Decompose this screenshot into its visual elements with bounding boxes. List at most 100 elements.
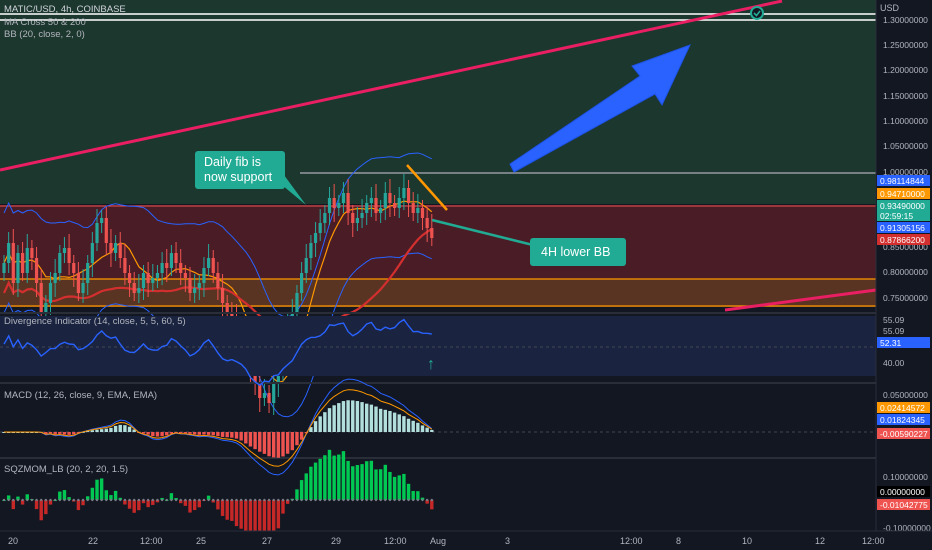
indicator-ma-cross[interactable]: MA Cross 50 & 200 [4, 17, 86, 28]
macd-bar [337, 403, 341, 432]
candle-body [202, 268, 206, 283]
candle-body [379, 208, 383, 213]
sqzmom-dot [295, 498, 299, 502]
price-badge [877, 188, 930, 199]
time-axis[interactable] [0, 531, 932, 550]
macd-title[interactable]: MACD (12, 26, close, 9, EMA, EMA) [4, 390, 157, 401]
sqzmom-bar [267, 500, 271, 545]
sqzmom-dot [58, 498, 61, 502]
sqzmom-dot [365, 498, 368, 502]
sqzmom-dot [105, 498, 108, 502]
sqzmom-dot [384, 498, 387, 502]
sqzmom-bar [346, 460, 350, 500]
sqzmom-title[interactable]: SQZMOM_LB (20, 2, 20, 1.5) [4, 464, 128, 475]
candle-body [146, 273, 150, 283]
candle-body [258, 383, 262, 398]
candle-body [183, 273, 187, 278]
sqzmom-bar [90, 487, 95, 500]
divergence-badge [877, 337, 930, 348]
sqzmom-dot [137, 498, 141, 502]
candle-body [86, 263, 90, 283]
sqzmom-bar [6, 495, 11, 500]
candle-body [67, 248, 71, 263]
macd-bar [313, 421, 318, 432]
sqzmom-dot [398, 498, 401, 502]
sqzmom-bar [146, 500, 150, 508]
price-tick-label: 1.25000000 [883, 40, 928, 50]
macd-bar [141, 432, 146, 434]
sqzmom-dot [151, 498, 154, 502]
upper-trendline [0, 0, 783, 172]
candle-body [193, 288, 197, 293]
macd-bar [304, 432, 308, 434]
macd-bar [406, 418, 411, 432]
sqzmom-bar [313, 462, 318, 500]
macd-bar [397, 414, 401, 432]
sqzmom-dot [170, 498, 173, 502]
macd-bar [369, 404, 374, 432]
sqzmom-bar [262, 500, 267, 542]
candle-body [304, 258, 308, 273]
sqzmom-bar [113, 490, 118, 500]
candle-body [58, 253, 62, 273]
candle-body [169, 253, 173, 268]
macd-bar [220, 432, 225, 437]
candle-body [100, 218, 104, 223]
divergence-tick: 40.00 [883, 358, 905, 368]
fib-note-box [195, 151, 285, 189]
sqzmom-bar [179, 500, 183, 504]
sqzmom-dot [286, 498, 289, 502]
sqzmom-dot [91, 498, 94, 502]
macd-bar [332, 405, 336, 432]
sqzmom-dot [425, 498, 429, 502]
sqzmom-dot [81, 498, 85, 502]
sqzmom-dot [72, 498, 75, 502]
price-tick-label: 1.00000000 [883, 167, 928, 177]
macd-bar [262, 432, 267, 454]
candle-body [11, 243, 15, 283]
candle-body [393, 203, 397, 208]
sqzmom-badge-label: 0.00000000 [880, 487, 925, 497]
sqzmom-bar [341, 451, 346, 500]
sqzmom-bar [351, 466, 355, 500]
orange-zone [0, 279, 876, 307]
sqzmom-bar [132, 500, 136, 513]
candle-body [300, 273, 304, 293]
macd-bar [76, 432, 81, 433]
sqzmom-dot [300, 498, 303, 502]
sqzmom-dot [356, 498, 359, 502]
sqzmom-bar [374, 469, 378, 500]
sqzmom-dot [393, 498, 396, 502]
candle-body [127, 273, 132, 283]
candle-body [337, 203, 341, 208]
candle-body [253, 373, 257, 383]
symbol-title[interactable]: MATIC/USD, 4h, COINBASE [4, 4, 126, 15]
macd-bar [123, 425, 127, 432]
divergence-line [3, 318, 432, 387]
candle-body [7, 243, 11, 263]
divergence-tick: 55.09 [883, 326, 905, 336]
sqzmom-dot [388, 498, 392, 502]
sqzmom-dot [100, 498, 103, 502]
indicator-bb[interactable]: BB (20, close, 2, 0) [4, 29, 85, 40]
sqzmom-badge [877, 486, 930, 497]
sqzmom-bar [309, 466, 313, 500]
macd-bar [86, 431, 90, 433]
divergence-title[interactable]: Divergence Indicator (14, close, 5, 5, 6… [4, 316, 186, 327]
sqzmom-bar [365, 461, 369, 500]
candle-body [109, 243, 113, 253]
sqzmom-bar [392, 476, 397, 500]
sqzmom-dot [95, 498, 99, 502]
macd-bar [165, 432, 169, 436]
sqzmom-bar [11, 500, 15, 510]
price-axis[interactable] [876, 0, 932, 531]
sqzmom-dot [21, 498, 24, 502]
sqzmom-dot [370, 498, 373, 502]
price-tick-label: 1.15000000 [883, 91, 928, 101]
divergence-tick: 55.09 [883, 315, 905, 325]
sqzmom-bar [95, 479, 99, 500]
candle-body [411, 203, 415, 213]
sqzmom-bar [337, 454, 341, 500]
macd-bar [383, 409, 387, 432]
